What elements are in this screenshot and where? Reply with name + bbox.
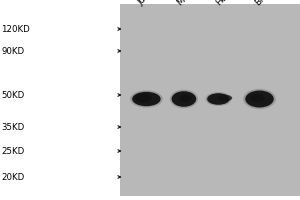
- Text: 20KD: 20KD: [2, 172, 25, 182]
- Ellipse shape: [172, 91, 196, 107]
- Ellipse shape: [250, 94, 265, 102]
- Ellipse shape: [245, 90, 274, 108]
- Text: MCF-7: MCF-7: [176, 0, 201, 7]
- Text: Jurkat: Jurkat: [136, 0, 160, 7]
- Text: 120KD: 120KD: [2, 24, 30, 33]
- Ellipse shape: [170, 90, 198, 108]
- Ellipse shape: [206, 92, 231, 106]
- Text: 50KD: 50KD: [2, 90, 25, 99]
- Ellipse shape: [135, 94, 152, 102]
- Text: 90KD: 90KD: [2, 46, 25, 55]
- Text: Brain: Brain: [254, 0, 276, 7]
- Text: 35KD: 35KD: [2, 122, 25, 132]
- Text: Heart: Heart: [214, 0, 238, 7]
- Ellipse shape: [179, 94, 192, 102]
- Ellipse shape: [243, 89, 276, 109]
- Ellipse shape: [132, 92, 161, 106]
- Ellipse shape: [130, 90, 163, 108]
- Bar: [120, 4, 300, 196]
- Ellipse shape: [207, 93, 230, 105]
- Text: 25KD: 25KD: [2, 146, 25, 156]
- Ellipse shape: [218, 95, 232, 101]
